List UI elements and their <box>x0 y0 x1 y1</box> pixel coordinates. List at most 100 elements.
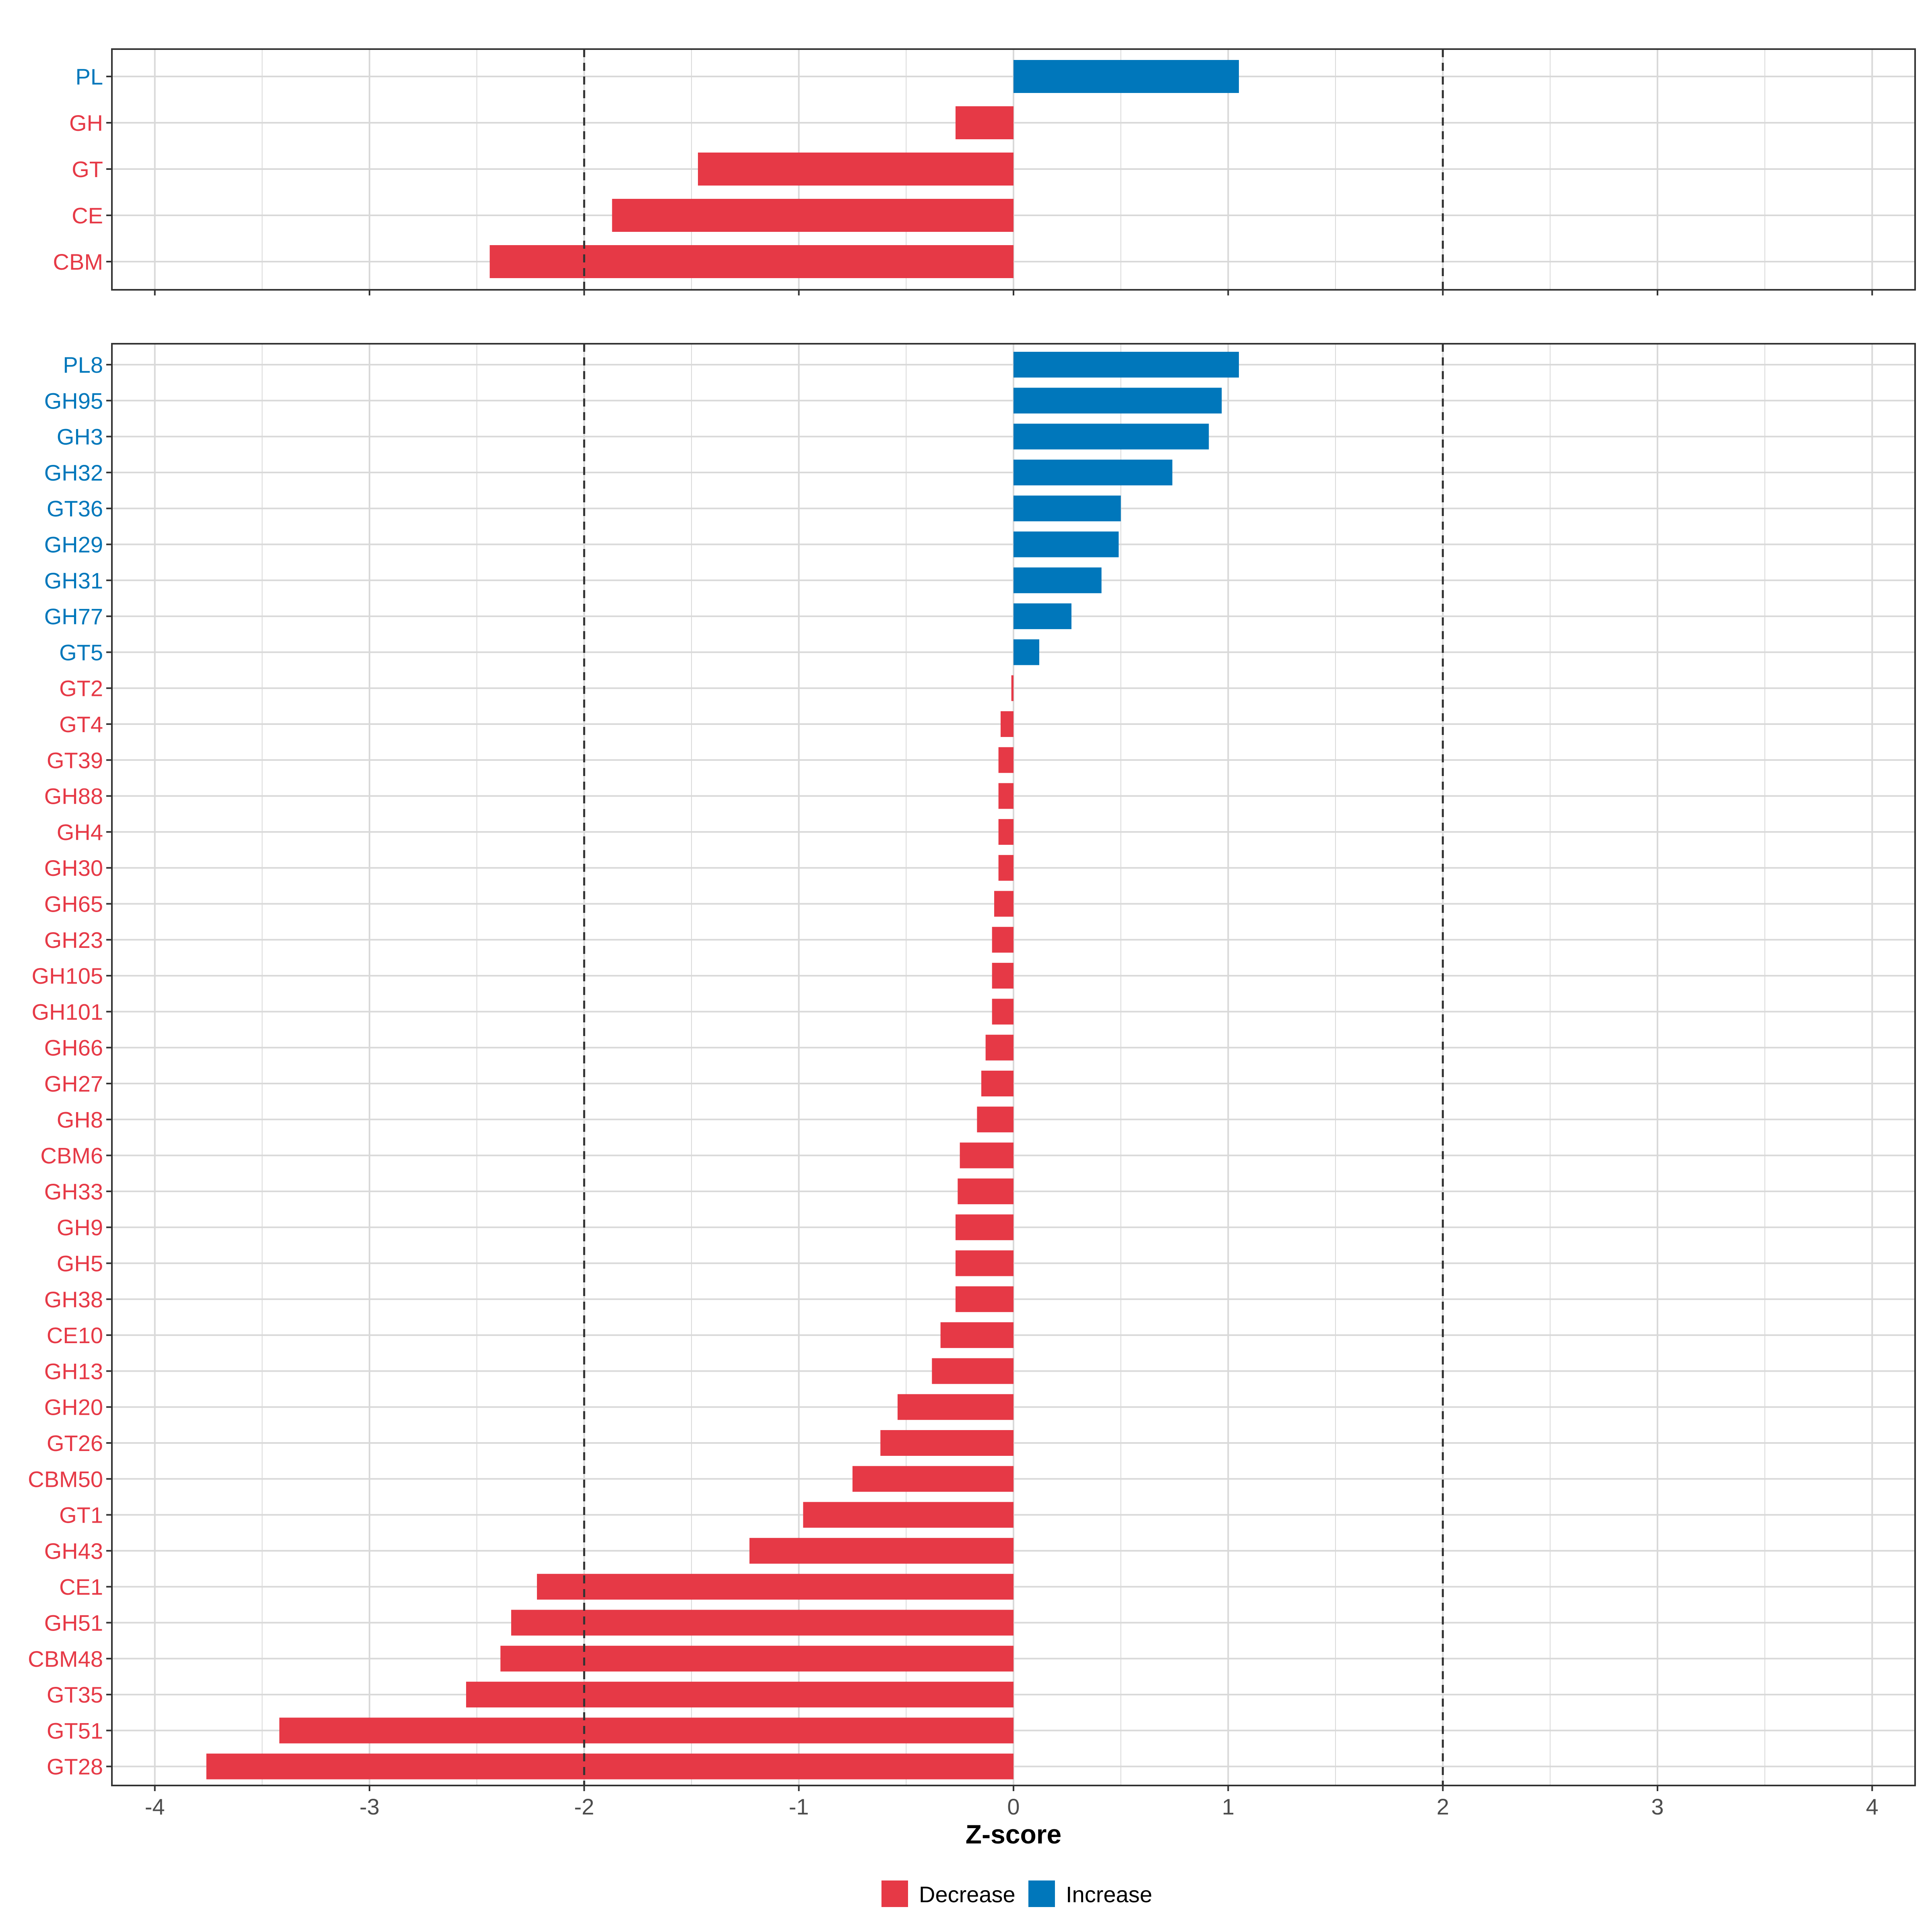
category-label: GH20 <box>44 1395 103 1420</box>
category-label: PL8 <box>63 352 103 378</box>
bar-gt2 <box>1011 675 1013 701</box>
category-label: GT28 <box>47 1754 103 1779</box>
category-label: GH66 <box>44 1035 103 1061</box>
bar-gh20 <box>898 1394 1013 1420</box>
category-label: GT39 <box>47 747 103 773</box>
category-label: GT35 <box>47 1682 103 1707</box>
category-label: GH29 <box>44 532 103 557</box>
bar-gh23 <box>992 927 1013 953</box>
category-label: GH88 <box>44 784 103 809</box>
bar-gh66 <box>985 1034 1013 1061</box>
legend-swatch-decrease <box>881 1880 908 1907</box>
bar-gh33 <box>958 1178 1013 1204</box>
bar-gh5 <box>956 1250 1013 1276</box>
top-panel: PL GH GT CE CBM <box>53 48 1916 295</box>
category-label: GH105 <box>32 963 103 989</box>
category-label: GH38 <box>44 1287 103 1312</box>
category-label: CE1 <box>59 1574 103 1600</box>
bar-gh77 <box>1013 603 1071 630</box>
bar-gh43 <box>749 1538 1013 1564</box>
bar-gh9 <box>956 1214 1013 1241</box>
x-tick-label: 2 <box>1437 1794 1449 1819</box>
bar-ce1 <box>537 1574 1013 1600</box>
bar-gh13 <box>932 1358 1013 1384</box>
category-label: GH101 <box>32 999 103 1024</box>
bar-gh31 <box>1013 567 1102 593</box>
x-tick-label: -1 <box>789 1794 809 1819</box>
category-label: CBM <box>53 249 103 275</box>
bar-gh105 <box>992 963 1013 989</box>
category-label: GH3 <box>57 424 103 450</box>
category-label: GT26 <box>47 1430 103 1456</box>
category-label: CBM48 <box>28 1646 103 1672</box>
category-label: CE10 <box>47 1323 103 1348</box>
bar-gh38 <box>956 1286 1013 1312</box>
bar-gh3 <box>1013 423 1209 450</box>
legend: Decrease Increase <box>881 1880 1152 1907</box>
bar-gt <box>698 153 1013 186</box>
category-label: CBM50 <box>28 1466 103 1492</box>
x-tick-label: 4 <box>1866 1794 1878 1819</box>
category-label: GH95 <box>44 388 103 413</box>
bar-gt1 <box>803 1502 1013 1528</box>
category-label: GT36 <box>47 496 103 521</box>
bar-gt26 <box>880 1430 1013 1456</box>
bar-gt51 <box>279 1717 1013 1744</box>
bar-gh29 <box>1013 531 1119 557</box>
category-label: GH23 <box>44 927 103 953</box>
x-axis: -4 -3 -2 -1 0 1 2 3 4 <box>145 1794 1878 1819</box>
bar-gh95 <box>1013 388 1222 414</box>
legend-label-decrease: Decrease <box>919 1882 1016 1907</box>
category-label: GH32 <box>44 460 103 485</box>
bar-pl8 <box>1013 352 1239 378</box>
category-label: GT2 <box>59 676 103 701</box>
x-tick-label: -3 <box>359 1794 380 1819</box>
category-label: GH9 <box>57 1215 103 1240</box>
x-axis-title: Z-score <box>966 1819 1061 1849</box>
bar-gt4 <box>1001 711 1013 737</box>
category-label: GH27 <box>44 1071 103 1096</box>
category-label: CE <box>72 203 103 228</box>
bar-pl <box>1013 60 1239 93</box>
bar-gt28 <box>206 1753 1013 1779</box>
category-label: PL <box>76 64 103 89</box>
category-label: GH65 <box>44 892 103 917</box>
category-label: CBM6 <box>40 1143 103 1168</box>
bar-cbm <box>489 245 1013 278</box>
x-tick-label: -2 <box>574 1794 594 1819</box>
category-label: GT5 <box>59 640 103 665</box>
category-label: GH77 <box>44 604 103 629</box>
bar-gh101 <box>992 999 1013 1025</box>
bar-gh8 <box>977 1106 1013 1133</box>
bar-gt36 <box>1013 495 1121 522</box>
x-tick-label: -4 <box>145 1794 165 1819</box>
bar-gh4 <box>998 819 1013 845</box>
category-label: GH4 <box>57 819 103 845</box>
bar-gt35 <box>466 1682 1013 1708</box>
bar-cbm6 <box>960 1142 1013 1168</box>
legend-label-increase: Increase <box>1066 1882 1152 1907</box>
bar-gh <box>956 106 1013 139</box>
bar-gh27 <box>981 1071 1013 1096</box>
category-label: GH <box>69 110 103 136</box>
category-label: GH30 <box>44 855 103 881</box>
category-label: GH43 <box>44 1538 103 1564</box>
category-label: GH13 <box>44 1358 103 1384</box>
x-tick-label: 3 <box>1651 1794 1664 1819</box>
bar-gh65 <box>994 891 1013 917</box>
bar-ce10 <box>940 1322 1013 1348</box>
bottom-panel: PL8 GH95 GH3 GH32 GT36 GH29 GH31 GH77 GT5 GT2 GT4 G… <box>28 343 1916 1791</box>
category-label: GT4 <box>59 712 103 737</box>
category-label: GH31 <box>44 568 103 593</box>
category-label: GT51 <box>47 1718 103 1743</box>
bar-gt5 <box>1013 639 1039 665</box>
x-tick-label: 0 <box>1007 1794 1020 1819</box>
bar-gh88 <box>998 783 1013 809</box>
category-label: GT1 <box>59 1503 103 1528</box>
x-tick-label: 1 <box>1222 1794 1234 1819</box>
bar-gh32 <box>1013 459 1172 485</box>
bar-cbm48 <box>500 1645 1013 1672</box>
bar-gt39 <box>998 747 1013 773</box>
bar-cbm50 <box>852 1466 1013 1492</box>
